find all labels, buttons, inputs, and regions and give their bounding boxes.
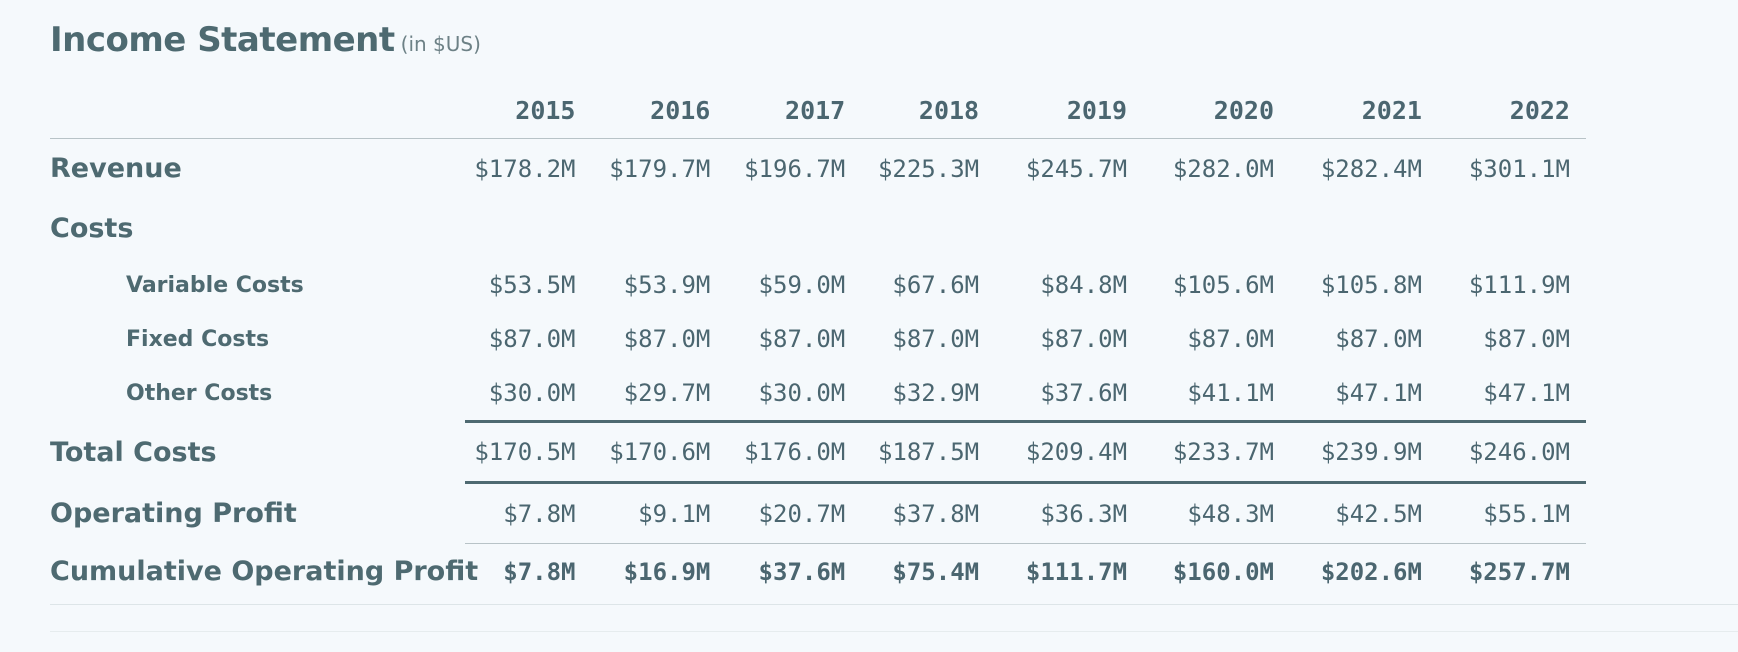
value-cell: $7.8M	[464, 482, 592, 544]
row-label: Other Costs	[126, 381, 273, 407]
value-cell: $48.3M	[1143, 482, 1291, 544]
value-cell: $41.1M	[1143, 366, 1291, 423]
section-divider	[50, 631, 1738, 632]
value-cell: $47.1M	[1290, 366, 1438, 423]
value-cell: $29.7M	[591, 366, 727, 423]
revenue-row: Revenue $178.2M $179.7M $196.7M $225.3M …	[50, 139, 1586, 199]
statement-header: Income Statement (in $US)	[50, 20, 481, 70]
value-cell: $36.3M	[995, 482, 1144, 544]
value-cell: $282.0M	[1172, 154, 1275, 183]
value-cell: $37.6M	[758, 557, 846, 586]
value-cell: $20.7M	[726, 482, 862, 544]
value-cell: $87.0M	[623, 325, 711, 353]
value-cell: $87.0M	[488, 325, 576, 353]
value-cell: $233.7M	[1143, 421, 1291, 484]
value-cell: $9.1M	[591, 482, 727, 544]
value-cell: $196.7M	[744, 154, 846, 183]
value-cell: $32.9M	[861, 366, 996, 423]
value-cell: $111.7M	[1025, 557, 1128, 586]
value-cell: $225.3M	[877, 154, 980, 183]
value-cell: $105.8M	[1320, 271, 1422, 299]
other-costs-row: Other Costs $30.0M $29.7M $30.0M $32.9M …	[50, 366, 1586, 423]
value-cell: $170.5M	[464, 421, 592, 484]
value-cell: $111.9M	[1468, 271, 1570, 299]
page-title: Income Statement	[50, 20, 395, 60]
value-cell: $30.0M	[726, 366, 862, 423]
value-cell: $37.8M	[861, 482, 996, 544]
value-cell: $16.9M	[623, 557, 711, 586]
row-label: Fixed Costs	[126, 326, 270, 352]
value-cell: $87.0M	[758, 325, 846, 353]
value-cell: $282.4M	[1320, 154, 1422, 183]
row-label-header	[50, 83, 465, 139]
value-cell: $37.6M	[995, 366, 1144, 423]
year-header: 2019	[995, 83, 1144, 139]
value-cell: $87.0M	[1483, 325, 1570, 353]
row-label: Total Costs	[50, 436, 217, 468]
row-label: Operating Profit	[50, 497, 297, 529]
value-cell: $246.0M	[1437, 421, 1586, 484]
value-cell: $84.8M	[1040, 271, 1128, 299]
value-cell: $178.2M	[474, 154, 576, 183]
value-cell: $160.0M	[1172, 557, 1275, 586]
value-cell: $301.1M	[1468, 154, 1570, 183]
value-cell: $179.7M	[609, 154, 711, 183]
value-cell: $42.5M	[1290, 482, 1438, 544]
row-label: Cumulative Operating Profit	[50, 555, 479, 587]
year-header: 2016	[591, 83, 727, 139]
section-divider	[50, 604, 1738, 605]
year-header-row: 2015 2016 2017 2018 2019 2020 2021 2022	[50, 83, 1586, 139]
row-label: Revenue	[50, 153, 182, 184]
value-cell: $257.7M	[1468, 557, 1570, 586]
variable-costs-row: Variable Costs $53.5M $53.9M $59.0M $67.…	[50, 258, 1586, 312]
value-cell: $239.9M	[1290, 421, 1438, 484]
row-label: Variable Costs	[126, 272, 304, 298]
value-cell: $245.7M	[1025, 154, 1128, 183]
cumulative-operating-profit-row: Cumulative Operating Profit $7.8M $16.9M…	[50, 544, 1586, 600]
value-cell: $87.0M	[1187, 325, 1275, 353]
value-cell: $209.4M	[995, 421, 1144, 484]
value-cell: $53.9M	[623, 271, 711, 299]
value-cell: $55.1M	[1437, 482, 1586, 544]
value-cell: $30.0M	[464, 366, 592, 423]
value-cell: $53.5M	[488, 271, 576, 299]
operating-profit-row: Operating Profit $7.8M $9.1M $20.7M $37.…	[50, 482, 1586, 544]
value-cell: $170.6M	[591, 421, 727, 484]
income-statement-table: 2015 2016 2017 2018 2019 2020 2021 2022 …	[50, 83, 1586, 599]
fixed-costs-row: Fixed Costs $87.0M $87.0M $87.0M $87.0M …	[50, 312, 1586, 366]
value-cell: $75.4M	[892, 557, 980, 586]
value-cell: $87.0M	[1335, 325, 1422, 353]
total-costs-row: Total Costs $170.5M $170.6M $176.0M $187…	[50, 421, 1586, 484]
value-cell: $87.0M	[1040, 325, 1128, 353]
value-cell: $176.0M	[726, 421, 862, 484]
value-cell: $47.1M	[1437, 366, 1586, 423]
currency-note: (in $US)	[400, 32, 481, 56]
row-label: Costs	[50, 212, 134, 244]
value-cell: $67.6M	[892, 271, 980, 299]
year-header: 2018	[861, 83, 996, 139]
value-cell: $105.6M	[1172, 271, 1275, 299]
year-header: 2021	[1290, 83, 1438, 139]
value-cell: $87.0M	[892, 325, 980, 353]
value-cell: $202.6M	[1320, 557, 1422, 586]
costs-section-row: Costs	[50, 198, 1586, 258]
year-header: 2015	[464, 83, 592, 139]
value-cell: $187.5M	[861, 421, 996, 484]
year-header: 2022	[1437, 83, 1586, 139]
value-cell: $59.0M	[758, 271, 846, 299]
value-cell: $7.8M	[503, 557, 576, 586]
year-header: 2017	[726, 83, 862, 139]
year-header: 2020	[1143, 83, 1291, 139]
